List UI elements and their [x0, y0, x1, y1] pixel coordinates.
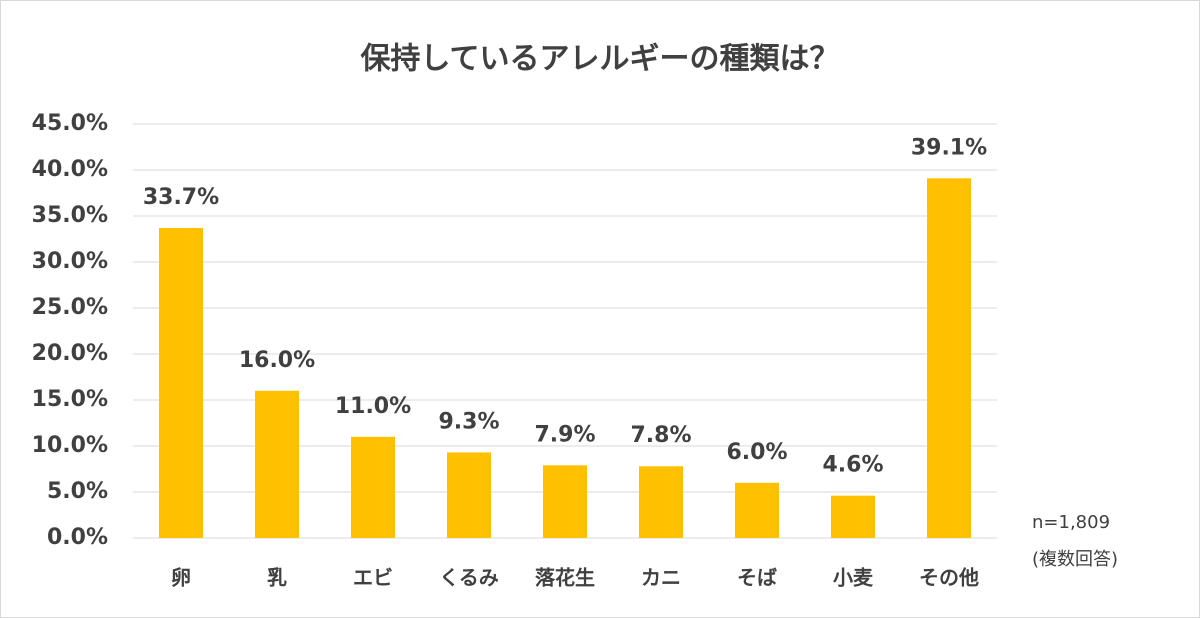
y-tick-label: 0.0% [47, 525, 108, 550]
x-tick-label: カニ [641, 566, 681, 590]
x-tick-label: エビ [353, 566, 393, 590]
bar [639, 466, 683, 538]
y-tick-label: 45.0% [32, 111, 108, 136]
data-label: 6.0% [726, 440, 787, 465]
data-label: 9.3% [438, 409, 499, 434]
x-tick-label: くるみ [439, 566, 499, 590]
bar [159, 227, 203, 538]
data-label: 11.0% [335, 394, 411, 419]
bar [927, 178, 971, 538]
data-label: 39.1% [911, 135, 987, 160]
y-tick-label: 35.0% [32, 203, 108, 228]
bar [447, 452, 491, 538]
chart-title: 保持しているアレルギーの種類は？ [360, 42, 839, 77]
x-tick-label: そば [737, 566, 777, 590]
y-tick-label: 20.0% [32, 341, 108, 366]
y-tick-label: 25.0% [32, 295, 108, 320]
annotation: n=1,809 [1032, 512, 1110, 533]
x-tick-label: その他 [919, 566, 979, 590]
data-label: 16.0% [239, 348, 315, 373]
annotation: (複数回答) [1032, 549, 1118, 570]
data-label: 33.7% [143, 185, 219, 210]
bar [351, 436, 395, 538]
bar [735, 482, 779, 538]
bar [543, 465, 587, 538]
bar [255, 390, 299, 538]
y-tick-label: 10.0% [32, 433, 108, 458]
data-label: 4.6% [822, 453, 883, 478]
x-tick-label: 乳 [267, 566, 287, 590]
data-label: 7.8% [630, 423, 691, 448]
x-tick-label: 小麦 [833, 566, 874, 590]
y-tick-label: 5.0% [47, 479, 108, 504]
y-tick-label: 15.0% [32, 387, 108, 412]
x-tick-label: 落花生 [535, 566, 595, 590]
y-tick-label: 30.0% [32, 249, 108, 274]
x-tick-label: 卵 [171, 566, 191, 590]
bar [831, 495, 875, 538]
data-label: 7.9% [534, 422, 595, 447]
y-tick-label: 40.0% [32, 157, 108, 182]
